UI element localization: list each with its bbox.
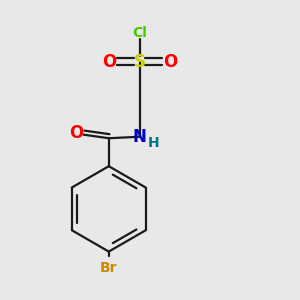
Text: O: O (163, 53, 177, 71)
Text: N: N (133, 128, 147, 146)
Text: Br: Br (100, 261, 118, 275)
Text: O: O (102, 53, 116, 71)
Text: H: H (148, 136, 160, 150)
Text: S: S (134, 53, 146, 71)
Text: O: O (69, 124, 83, 142)
Text: Cl: Cl (132, 26, 147, 40)
